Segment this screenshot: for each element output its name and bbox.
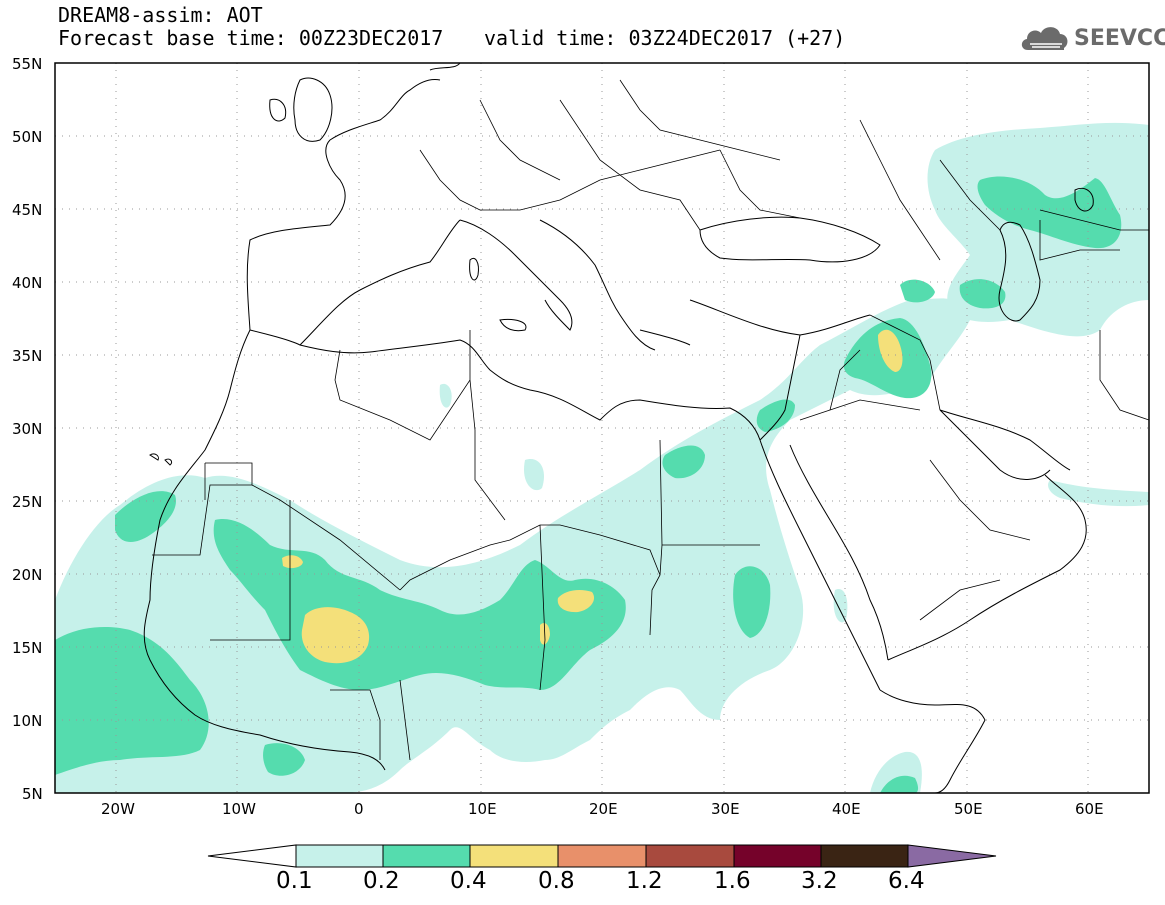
colorbar (207, 844, 997, 868)
colorbar-label-1.2: 1.2 (626, 868, 663, 894)
coastlines (143, 63, 1094, 793)
lat-label-15n: 15N (12, 639, 43, 657)
colorbar-bin-0.1 (295, 844, 384, 868)
lat-label-5n: 5N (22, 785, 43, 803)
lon-label-20w: 20W (101, 800, 135, 818)
lat-label-30n: 30N (12, 420, 43, 438)
cloud-icon (1021, 27, 1068, 50)
colorbar-bin-0.4 (469, 844, 559, 868)
colorbar-label-3.2: 3.2 (801, 868, 838, 894)
lon-label-30e: 30E (711, 800, 740, 818)
colorbar-label-0.4: 0.4 (450, 868, 487, 894)
colorbar-label-0.8: 0.8 (538, 868, 575, 894)
colorbar-bin-1.6 (733, 844, 822, 868)
colorbar-bin-0.2 (382, 844, 471, 868)
colorbar-bin-0.8 (557, 844, 647, 868)
lat-label-35n: 35N (12, 347, 43, 365)
lat-label-20n: 20N (12, 566, 43, 584)
colorbar-label-0.2: 0.2 (363, 868, 400, 894)
lon-label-10e: 10E (468, 800, 497, 818)
lon-label-40e: 40E (832, 800, 861, 818)
lon-label-20e: 20E (589, 800, 618, 818)
borders (152, 79, 1149, 761)
base-time-label: Forecast base time: 00Z23DEC2017 (58, 26, 444, 50)
lat-label-55n: 55N (12, 55, 43, 73)
lat-label-25n: 25N (12, 493, 43, 511)
lon-label-0: 0 (354, 800, 364, 818)
colorbar-label-1.6: 1.6 (714, 868, 751, 894)
title-line-1: DREAM8-assim: AOT (58, 3, 263, 27)
lat-label-45n: 45N (12, 201, 43, 219)
lat-label-40n: 40N (12, 274, 43, 292)
valid-time-label: valid time: 03Z24DEC2017 (+27) (484, 26, 846, 50)
lon-label-60e: 60E (1075, 800, 1104, 818)
logo-text: SEEVCCC (1074, 26, 1165, 51)
colorbar-bin-3.2 (820, 844, 909, 868)
colorbar-label-6.4: 6.4 (888, 868, 925, 894)
colorbar-high-arrow (907, 844, 997, 868)
lon-label-50e: 50E (954, 800, 983, 818)
graticule (55, 63, 1149, 793)
lat-label-10n: 10N (12, 712, 43, 730)
colorbar-low-arrow (207, 844, 297, 868)
lat-label-50n: 50N (12, 128, 43, 146)
seevccc-logo: SEEVCCC (1018, 20, 1165, 56)
colorbar-label-0.1: 0.1 (276, 868, 313, 894)
lon-label-10w: 10W (222, 800, 256, 818)
map-border (54, 62, 1150, 794)
colorbar-bin-1.2 (645, 844, 735, 868)
